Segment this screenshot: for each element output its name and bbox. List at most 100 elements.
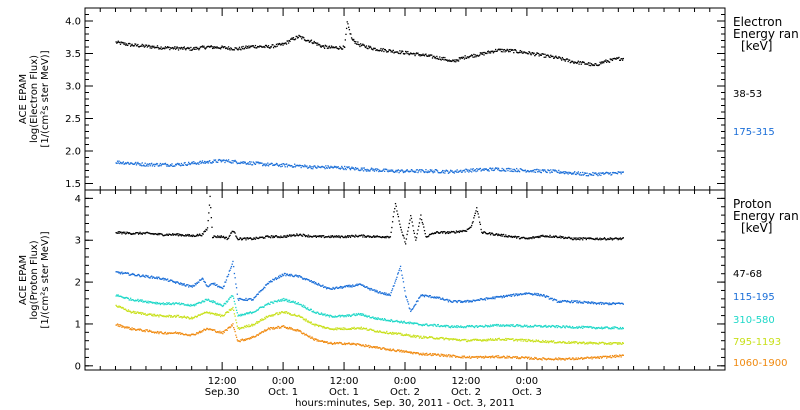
data-point [521,325,523,327]
data-point [134,328,136,331]
data-point [470,300,472,302]
data-point [285,275,287,277]
data-point [248,311,251,314]
data-point [148,44,150,47]
data-point [265,284,267,286]
data-point [122,231,124,234]
data-point [259,290,262,292]
data-point [143,275,145,277]
data-point [318,235,320,237]
data-point [311,42,313,44]
data-point [539,54,542,56]
data-point [330,47,332,49]
data-point [458,326,460,328]
data-point [300,166,302,169]
data-point [486,324,488,327]
data-point [210,301,212,303]
data-point [186,334,188,336]
data-point [492,339,495,341]
data-point [442,337,445,339]
data-point [391,169,394,171]
data-point [293,329,296,331]
data-point [185,235,188,237]
data-point [577,60,579,62]
data-point [164,331,167,334]
data-point [587,343,589,345]
data-point [257,161,259,163]
data-point [581,61,583,64]
data-point [259,236,261,238]
data-point [609,341,611,344]
data-point [405,295,407,297]
data-point [373,47,375,49]
data-point [172,332,175,334]
data-point [560,58,562,60]
data-point [268,163,270,166]
data-point [284,326,286,328]
data-point [513,51,515,54]
data-point [405,333,408,335]
data-point [433,170,435,172]
data-point [556,171,558,173]
data-point [397,272,400,274]
data-point [402,52,405,55]
data-point [346,167,349,169]
data-point [537,325,539,327]
data-point [246,237,249,239]
data-point [355,168,357,170]
data-point [217,161,219,163]
data-point [120,324,122,327]
data-point [548,298,550,300]
data-point [429,352,431,355]
data-point [365,46,367,49]
data-point [230,47,232,49]
data-point [375,291,378,293]
data-point [286,312,289,315]
data-point [275,278,278,281]
data-point [582,61,585,64]
data-point [214,46,217,49]
data-point [430,296,432,299]
data-point [208,212,210,214]
data-point [541,295,543,297]
data-point [132,232,135,235]
data-point [166,165,168,167]
data-point [600,239,602,241]
data-point [196,303,198,305]
data-point [189,163,191,166]
data-point [614,326,617,328]
data-point [156,301,159,304]
data-point [241,161,243,164]
data-point [213,301,215,303]
data-point [203,231,205,233]
data-point [210,312,212,315]
marks-layer [115,21,624,361]
data-point [152,301,154,304]
data-point [415,169,418,171]
data-point [539,324,541,327]
data-point [439,232,442,234]
data-point [277,43,279,45]
data-point [262,289,264,291]
data-point [384,332,386,334]
data-point [332,167,334,169]
data-point [210,45,212,47]
data-point [562,236,564,238]
data-point [373,235,375,237]
data-point [621,59,624,61]
data-point [228,48,230,50]
data-point [582,174,585,176]
data-point [343,343,345,345]
data-point [276,312,278,314]
data-point [202,233,204,235]
data-point [434,323,436,326]
data-point [429,54,431,56]
data-point [465,357,467,359]
data-point [407,170,410,173]
data-point [160,331,162,333]
data-point [383,48,386,51]
data-point [324,167,326,170]
data-point [346,314,348,316]
data-point [296,315,298,317]
data-point [497,234,499,237]
